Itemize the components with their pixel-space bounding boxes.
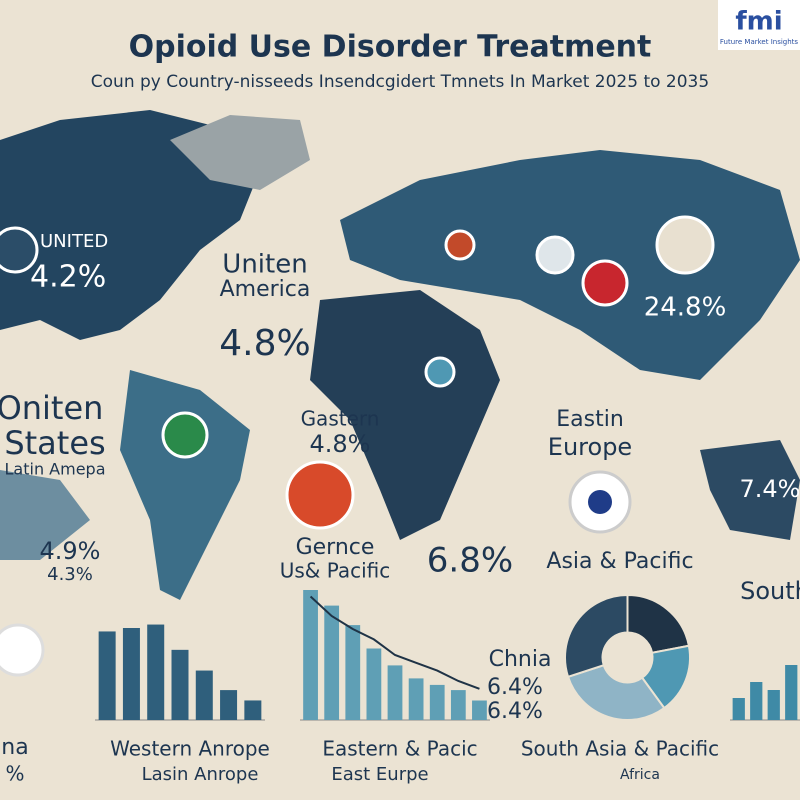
map-label: 4.9% — [40, 537, 101, 565]
map-label: 4.2% — [30, 260, 106, 295]
map-label: Gastern — [301, 407, 380, 431]
map-label: 24.8% — [644, 293, 727, 323]
map-label: na — [1, 735, 28, 760]
map-label: Latin Amepa — [5, 460, 106, 479]
map-label: South — [740, 577, 800, 605]
bar — [472, 700, 487, 720]
map-label: 4.8% — [219, 323, 310, 364]
bar — [195, 670, 213, 720]
map-label: Uniten — [222, 250, 307, 280]
map-label: 4.3% — [47, 564, 93, 585]
bar — [450, 690, 466, 720]
bar — [147, 624, 165, 720]
bar — [122, 628, 140, 720]
donut-slice — [626, 593, 691, 654]
map-label: 4.8% — [310, 430, 371, 458]
map-label: % — [5, 762, 24, 786]
logo-text: Future Market Insights — [720, 38, 799, 46]
bar — [220, 690, 238, 720]
map-label: Oniten — [0, 389, 103, 427]
bar — [244, 700, 262, 720]
map-label: Western Anrope — [110, 737, 270, 761]
bar — [387, 665, 403, 720]
bar — [171, 649, 189, 720]
logo-box — [718, 0, 800, 50]
flag-bubbles — [0, 215, 715, 677]
bar — [303, 590, 318, 720]
bar — [324, 605, 340, 720]
map-label: 6.4% — [487, 675, 543, 700]
map-label: Lasin Anrope — [142, 764, 259, 785]
bar — [345, 625, 361, 720]
bar — [408, 678, 424, 720]
title: Opioid Use Disorder Treatment — [129, 30, 652, 65]
map-label: States — [4, 424, 105, 462]
bar — [767, 690, 780, 720]
trend-line — [309, 595, 480, 690]
map-label: 6.8% — [427, 541, 513, 581]
subtitle: Coun py Country-nisseeds Insendcgidert T… — [91, 72, 709, 92]
map-label: America — [220, 277, 311, 302]
map-label: East Eurpe — [331, 764, 428, 785]
donut-slice — [566, 663, 666, 721]
donut-slice — [564, 593, 629, 679]
map-label: Africa — [620, 767, 660, 783]
map-label: Europe — [548, 433, 632, 461]
map-label: Us& Pacific — [280, 559, 391, 583]
map-label: South Asia & Pacific — [521, 737, 719, 761]
bar — [785, 665, 798, 720]
map-label: UNITED — [40, 231, 108, 252]
bar — [750, 682, 763, 720]
logo-mark: fmi — [735, 7, 782, 37]
bar — [366, 648, 382, 720]
map-label: Asia & Pacific — [546, 549, 693, 574]
map-label: Gernce — [296, 535, 375, 560]
bar — [732, 698, 745, 720]
map-label: Chnia — [489, 647, 552, 672]
map-label: Eastin — [556, 407, 624, 432]
map-label: Eastern & Pacic — [322, 737, 477, 761]
map-label: 6.4% — [487, 699, 543, 724]
map-label: 7.4% — [740, 475, 800, 503]
bar — [98, 631, 116, 720]
bar — [429, 684, 445, 720]
